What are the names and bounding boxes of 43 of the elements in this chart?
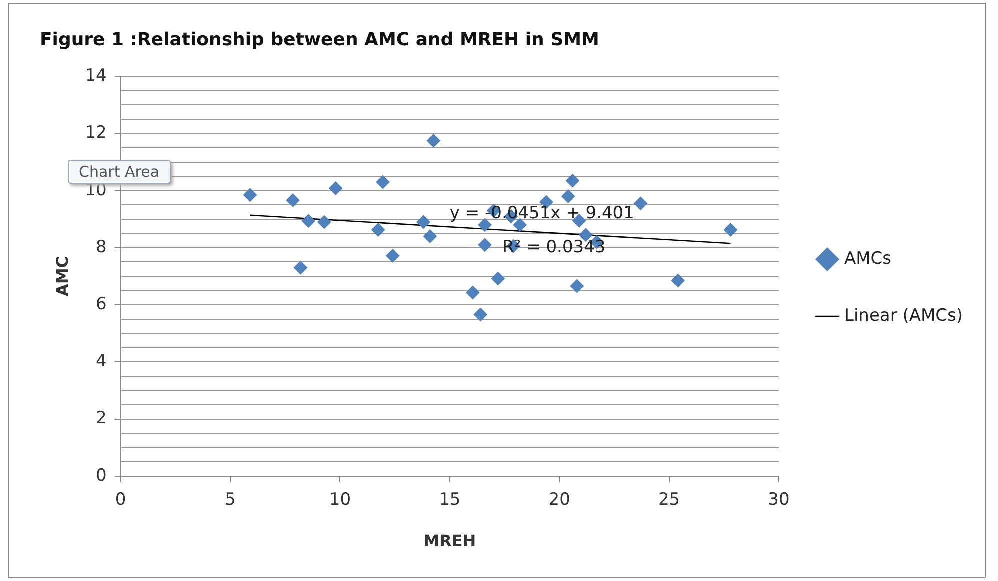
point (243, 188, 258, 202)
point (423, 230, 438, 244)
annotation: Chart Area (68, 160, 171, 184)
point (426, 134, 441, 148)
chart-title: Figure 1 :Relationship between AMC and MREH in SMM (40, 29, 600, 50)
x-tick-label: 10 (329, 490, 352, 510)
point (286, 194, 300, 208)
point (478, 238, 492, 252)
point (474, 308, 488, 322)
y-tick-label: 8 (96, 237, 107, 258)
y-tick-label: 12 (85, 123, 107, 144)
legend-label: AMCs (844, 248, 892, 269)
y-tick-label: 14 (85, 66, 107, 86)
point (386, 248, 400, 263)
point (294, 260, 308, 275)
point (478, 218, 492, 232)
x-tick-label: 15 (439, 490, 461, 510)
point (302, 214, 316, 228)
point (466, 286, 480, 300)
point (634, 196, 648, 211)
x-tick-label: 30 (768, 490, 790, 510)
y-tick-label: 4 (96, 352, 107, 372)
y-axis-title: AMC (52, 256, 72, 297)
legend-label: Linear (AMCs) (844, 306, 964, 326)
point (671, 274, 686, 288)
y-tick-label: 0 (96, 466, 107, 486)
x-tick-label: 20 (548, 490, 570, 510)
point (317, 215, 332, 230)
point (491, 272, 506, 286)
x-tick-label: 0 (115, 490, 126, 510)
point (371, 222, 386, 237)
point (561, 190, 576, 204)
point (416, 215, 431, 230)
point (376, 175, 390, 190)
point (570, 279, 584, 294)
point (724, 222, 738, 237)
x-axis-title: MREH (424, 532, 476, 551)
y-tick-label: 6 (96, 294, 107, 314)
y-tick-label: 2 (96, 408, 107, 429)
point (328, 182, 343, 196)
x-tick-label: 5 (225, 490, 236, 510)
x-tick-label: 25 (658, 490, 680, 510)
point (566, 174, 580, 188)
